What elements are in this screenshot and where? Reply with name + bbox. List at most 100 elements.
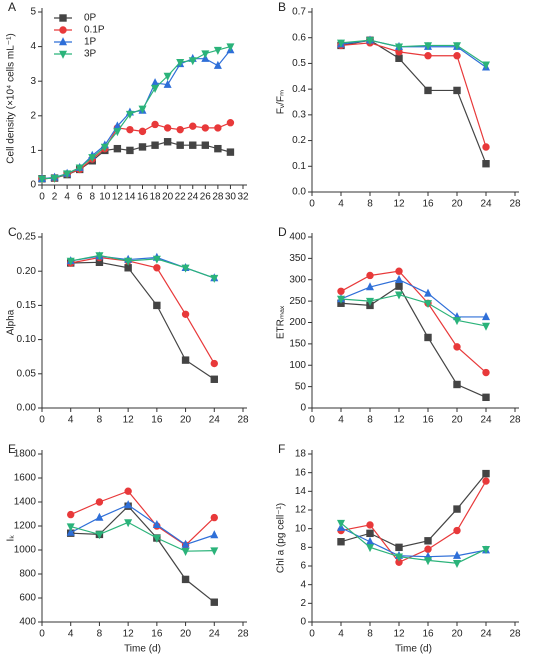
series-line xyxy=(70,256,215,364)
marker xyxy=(181,575,190,584)
series-line xyxy=(41,49,231,180)
marker xyxy=(213,60,222,69)
y-tick-label: 0 xyxy=(300,403,306,414)
marker xyxy=(226,148,235,156)
marker xyxy=(394,291,404,300)
x-tick-label: 16 xyxy=(151,629,163,640)
x-tick-label: 0 xyxy=(39,629,45,640)
series-line xyxy=(70,254,215,279)
marker xyxy=(424,537,432,545)
y-tick-label: 0.05 xyxy=(17,368,37,379)
marker xyxy=(201,141,210,149)
marker xyxy=(113,144,122,153)
y-tick-label: 50 xyxy=(295,381,307,392)
x-tick-label: 24 xyxy=(209,415,221,426)
y-tick-label: 2 xyxy=(300,598,306,609)
x-tick-label: 8 xyxy=(97,415,103,426)
x-tick-label: 8 xyxy=(89,192,95,203)
marker xyxy=(124,487,132,495)
y-tick-label: 1200 xyxy=(14,521,37,532)
x-tick-label: 4 xyxy=(68,415,74,426)
x-tick-label: 16 xyxy=(422,415,434,426)
marker xyxy=(163,72,172,81)
marker xyxy=(189,122,197,130)
marker xyxy=(453,86,461,95)
x-tick-label: 20 xyxy=(180,629,192,640)
x-tick-label: 12 xyxy=(393,415,405,426)
marker xyxy=(210,359,218,368)
y-tick-label: 3 xyxy=(30,76,36,87)
panel-label: B xyxy=(278,0,286,14)
marker xyxy=(138,105,147,114)
y-axis-label: Cell density (×10⁴ cells mL⁻¹) xyxy=(6,33,17,163)
x-tick-label: 24 xyxy=(209,629,221,640)
panel-label: F xyxy=(278,442,285,456)
series-line xyxy=(340,480,487,564)
marker xyxy=(226,119,235,127)
marker xyxy=(153,264,161,272)
legend-label: 1P xyxy=(84,37,97,48)
y-axis-label: ETRₘₐₓ xyxy=(276,305,287,339)
x-tick-label: 12 xyxy=(393,199,405,210)
x-tick-label: 0 xyxy=(309,629,315,640)
y-tick-label: 300 xyxy=(289,274,306,285)
x-tick-label: 28 xyxy=(212,192,224,203)
marker xyxy=(189,141,197,149)
y-tick-label: 1600 xyxy=(14,473,37,484)
x-tick-label: 30 xyxy=(225,192,237,203)
marker xyxy=(395,543,403,552)
marker xyxy=(100,143,109,152)
marker xyxy=(214,144,222,153)
marker xyxy=(210,598,218,606)
marker xyxy=(482,393,490,402)
y-tick-label: 0.3 xyxy=(292,109,306,120)
marker xyxy=(181,264,190,273)
marker xyxy=(113,128,122,137)
x-tick-label: 2 xyxy=(52,192,58,203)
y-tick-label: 16 xyxy=(295,467,307,478)
series-line xyxy=(340,39,487,66)
y-tick-label: 12 xyxy=(295,505,307,516)
marker xyxy=(394,43,404,52)
marker xyxy=(124,500,133,509)
marker xyxy=(95,512,104,521)
y-tick-label: 0.10 xyxy=(17,334,37,345)
x-tick-label: 0 xyxy=(39,192,45,203)
marker xyxy=(452,42,462,51)
y-tick-label: 6 xyxy=(300,561,306,572)
series-line xyxy=(70,505,215,603)
series-line xyxy=(340,527,487,558)
marker xyxy=(66,527,75,536)
x-tick-label: 4 xyxy=(338,199,344,210)
y-tick-label: 0.5 xyxy=(292,58,306,69)
marker xyxy=(37,175,47,184)
marker xyxy=(423,288,433,297)
marker xyxy=(365,544,375,553)
y-axis-label: Chl a (pg cell⁻¹) xyxy=(276,503,287,573)
marker xyxy=(151,120,159,129)
y-tick-label: 400 xyxy=(19,617,36,628)
marker xyxy=(59,14,67,22)
series-line xyxy=(340,294,487,327)
y-tick-label: 10 xyxy=(295,523,307,534)
series-line xyxy=(340,285,487,398)
y-tick-label: 4 xyxy=(300,579,306,590)
y-tick-label: 0.0 xyxy=(292,187,306,198)
x-tick-label: 0 xyxy=(39,415,45,426)
x-tick-label: 26 xyxy=(200,192,212,203)
marker xyxy=(151,78,160,87)
x-tick-label: 20 xyxy=(162,192,174,203)
x-tick-label: 8 xyxy=(97,629,103,640)
y-tick-label: 800 xyxy=(19,569,36,580)
marker xyxy=(50,174,59,183)
y-tick-label: 5 xyxy=(30,7,36,18)
y-tick-label: 400 xyxy=(289,232,306,243)
marker xyxy=(482,143,490,151)
y-tick-label: 4 xyxy=(30,41,36,52)
x-tick-label: 20 xyxy=(180,415,192,426)
x-tick-label: 32 xyxy=(237,192,249,203)
marker xyxy=(366,529,374,538)
x-tick-label: 12 xyxy=(123,415,135,426)
panel-label: E xyxy=(8,442,16,456)
legend-label: 0.1P xyxy=(84,25,105,36)
